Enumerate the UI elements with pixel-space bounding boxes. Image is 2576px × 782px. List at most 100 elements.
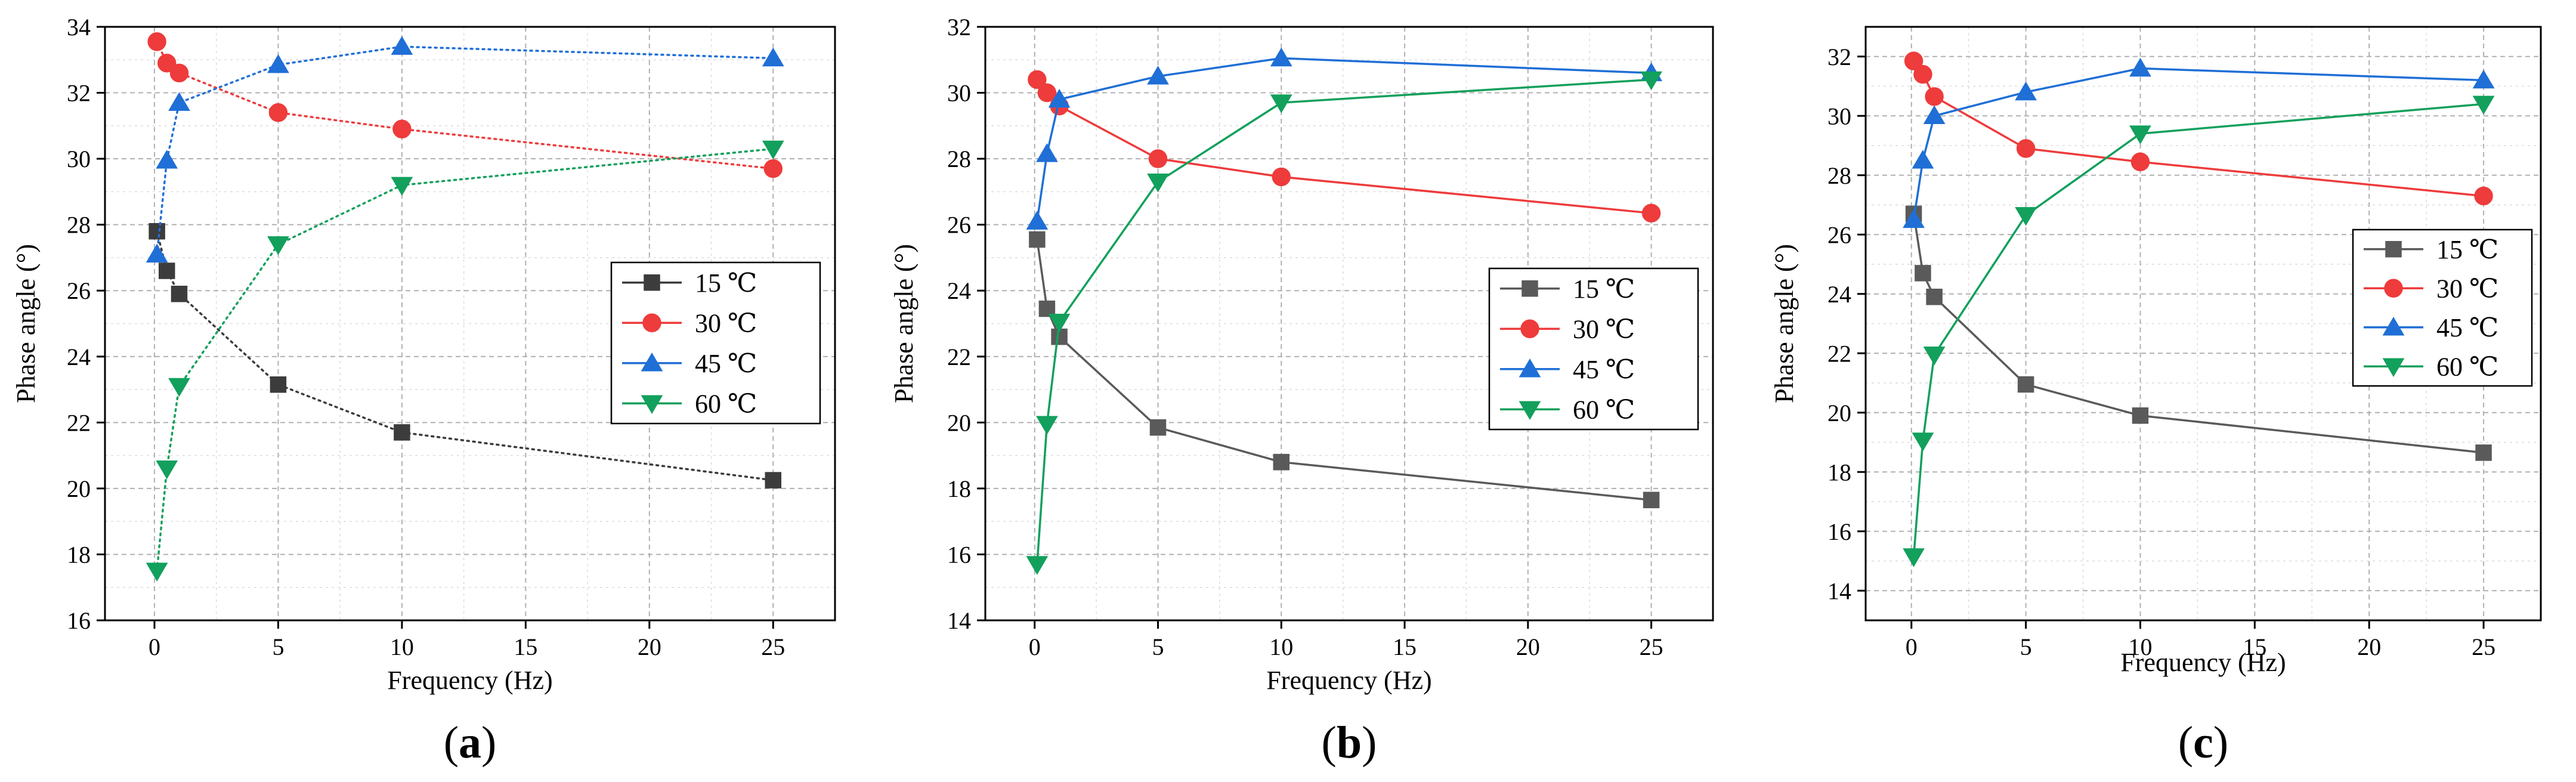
data-point	[156, 460, 178, 480]
x-tick-label: 20	[2357, 633, 2381, 660]
data-point	[1270, 47, 1292, 67]
panel-tag: (c)	[2178, 718, 2228, 768]
data-point	[1037, 83, 1057, 103]
legend: 15 ℃ 30 ℃ 45 ℃ 60 ℃	[610, 261, 821, 425]
y-tick-label: 30	[67, 146, 91, 172]
data-point	[1273, 453, 1290, 471]
y-tick-label: 18	[947, 475, 971, 502]
panel-tag-close: )	[481, 718, 496, 768]
y-tick-label: 14	[947, 607, 971, 634]
x-tick-label: 0	[1906, 633, 1918, 660]
y-tick-label: 26	[67, 277, 91, 304]
data-point	[2132, 407, 2149, 424]
legend-marker	[2385, 241, 2402, 258]
data-point	[2472, 95, 2495, 115]
series-line	[1912, 214, 2484, 454]
data-point	[1148, 149, 1168, 168]
data-point	[1926, 288, 1943, 305]
legend-label: 45 ℃	[695, 349, 757, 378]
data-point	[2129, 57, 2151, 77]
x-tick-label: 25	[2472, 633, 2495, 660]
legend-label: 30 ℃	[2436, 274, 2498, 303]
x-tick-label: 10	[2128, 633, 2152, 660]
data-point	[168, 378, 190, 397]
panel-b: 0 5 10 15 20 25 14 16 18 20 22 24 26 28 30 32 Frequency …	[889, 14, 1714, 768]
series-line	[156, 147, 775, 572]
data-point	[168, 92, 190, 111]
data-point	[156, 150, 178, 169]
y-tick-label: 26	[1827, 221, 1851, 248]
series-line	[156, 45, 775, 256]
x-axis-title: Frequency (Hz)	[2120, 648, 2286, 677]
series-line	[156, 41, 775, 170]
legend-label: 60 ℃	[2436, 352, 2498, 381]
legend-label: 45 ℃	[2436, 313, 2498, 342]
data-point	[267, 236, 289, 255]
legend-marker	[641, 353, 663, 372]
data-point	[1912, 432, 1934, 452]
panel-tag-letter: a	[459, 718, 481, 768]
y-tick-label: 16	[1827, 518, 1851, 545]
x-tick-label: 20	[638, 633, 661, 660]
panel-a: 0 5 10 15 20 25 16 18 20 22 24 26 28 30 32 34 Frequency …	[11, 14, 836, 768]
legend-marker	[642, 313, 661, 332]
data-point	[2130, 152, 2150, 172]
data-point	[1272, 167, 1291, 187]
legend-marker	[641, 395, 663, 414]
data-point	[1026, 211, 1049, 230]
data-point	[1923, 346, 1946, 366]
legend-marker	[1520, 319, 1539, 338]
data-point	[1641, 203, 1661, 223]
y-tick-label: 26	[947, 212, 971, 239]
y-tick-label: 14	[1827, 577, 1851, 604]
data-point	[1912, 150, 1934, 169]
panel-tag-close: )	[1362, 718, 1377, 768]
y-tick-label: 30	[1827, 103, 1851, 129]
series-line	[156, 230, 775, 481]
data-point	[1147, 66, 1169, 85]
y-tick-label: 32	[67, 80, 91, 107]
data-point	[146, 562, 168, 582]
x-tick-label: 15	[514, 633, 537, 660]
legend-label: 15 ℃	[2436, 235, 2498, 264]
x-tick-label: 10	[390, 633, 414, 660]
data-point	[2475, 444, 2492, 461]
y-tick-label: 32	[947, 14, 971, 41]
x-axis-title: Frequency (Hz)	[1266, 666, 1431, 695]
legend-marker	[1519, 401, 1541, 420]
data-point	[171, 286, 188, 302]
y-tick-label: 18	[67, 541, 91, 568]
legend-label: 60 ℃	[1573, 395, 1635, 424]
legend: 15 ℃ 30 ℃ 45 ℃ 60 ℃	[2352, 228, 2533, 387]
legend-frame	[2352, 228, 2533, 387]
panel-tag-close: )	[2213, 718, 2228, 768]
data-point	[2474, 186, 2493, 206]
data-point	[1270, 94, 1292, 113]
y-tick-label: 24	[947, 277, 971, 304]
x-tick-label: 5	[1152, 633, 1164, 660]
data-point	[1036, 143, 1058, 162]
x-tick-label: 25	[1640, 633, 1663, 660]
legend-label: 15 ℃	[695, 268, 757, 298]
data-point	[1147, 174, 1169, 193]
y-tick-label: 24	[1827, 281, 1851, 308]
x-tick-label: 5	[2020, 633, 2032, 660]
y-tick-label: 20	[1827, 400, 1851, 426]
y-tick-label: 22	[67, 409, 91, 436]
data-point	[391, 36, 413, 55]
y-tick-label: 22	[947, 344, 971, 370]
data-point	[2015, 81, 2037, 101]
data-point	[1029, 231, 1046, 248]
data-point	[1913, 64, 1932, 84]
data-point	[1925, 87, 1944, 106]
panel-tag: (a)	[444, 718, 497, 768]
x-tick-label: 10	[1269, 633, 1293, 660]
data-point	[158, 262, 175, 279]
y-tick-label: 28	[67, 212, 91, 239]
data-point	[1923, 105, 1946, 124]
y-tick-label: 22	[1827, 340, 1851, 367]
panel-tag-open: (	[2178, 718, 2193, 768]
x-tick-label: 20	[1516, 633, 1540, 660]
data-point	[1048, 313, 1071, 333]
data-point	[1048, 88, 1071, 108]
